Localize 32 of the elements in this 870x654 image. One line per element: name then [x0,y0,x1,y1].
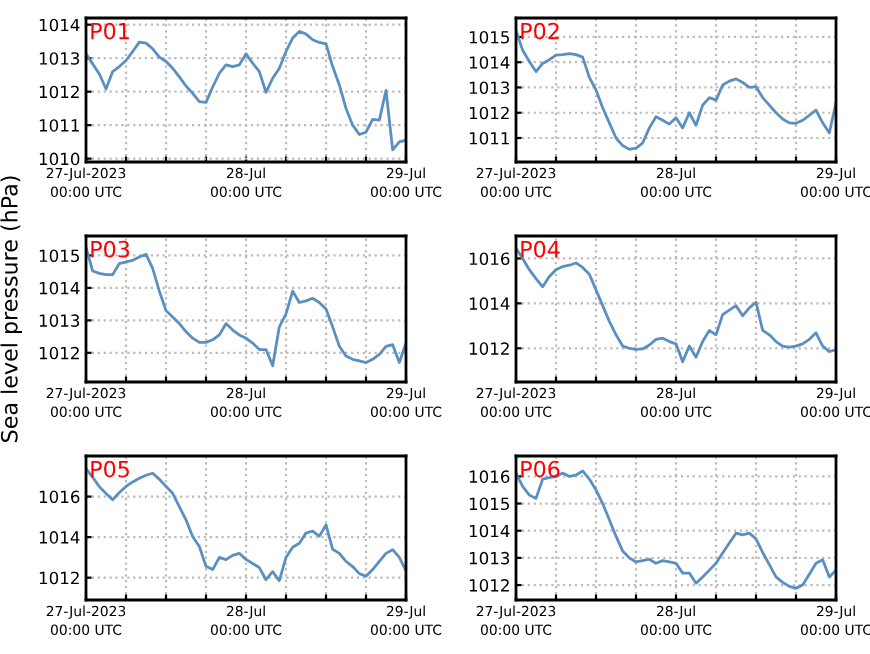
y-tick-label: 1012 [39,85,79,99]
annotation: P06 [521,460,560,478]
y-tick-label: 1011 [39,119,79,132]
y-tick-label: 1012 [469,342,509,355]
y-tick-label: 1016 [469,252,510,266]
annotation: P01 [91,22,129,40]
annotation: P03 [91,240,130,258]
y-tick-label: 1012 [469,106,509,120]
y-tick-label: 1014 [469,297,510,310]
y-tick-label: 1013 [39,52,80,65]
y-tick-label: 1014 [469,524,510,538]
y-tick-label: 1013 [469,81,510,95]
y-tick-label: 1016 [39,490,80,504]
y-tick-label: 1012 [39,346,79,360]
y-tick-label: 1014 [469,56,510,69]
y-axis-title: Sea level pressure (hPa) [0,176,22,442]
y-tick-label: 1010 [39,152,80,166]
y-tick-label: 1012 [39,571,79,585]
y-tick-label: 1015 [469,497,509,511]
y-tick-label: 1014 [39,18,80,32]
y-tick-label: 1013 [39,314,80,327]
y-tick-label: 1014 [39,281,80,295]
y-tick-label: 1014 [39,531,80,544]
y-tick-label: 1012 [469,579,509,592]
annotation: P04 [521,240,560,258]
annotation: P02 [521,22,559,40]
y-tick-label: 1013 [469,551,510,565]
y-tick-label: 1015 [469,30,509,44]
annotation: P05 [91,460,129,478]
y-tick-label: 1011 [469,131,509,145]
y-tick-label: 1015 [39,249,79,263]
y-tick-label: 1016 [469,470,510,483]
